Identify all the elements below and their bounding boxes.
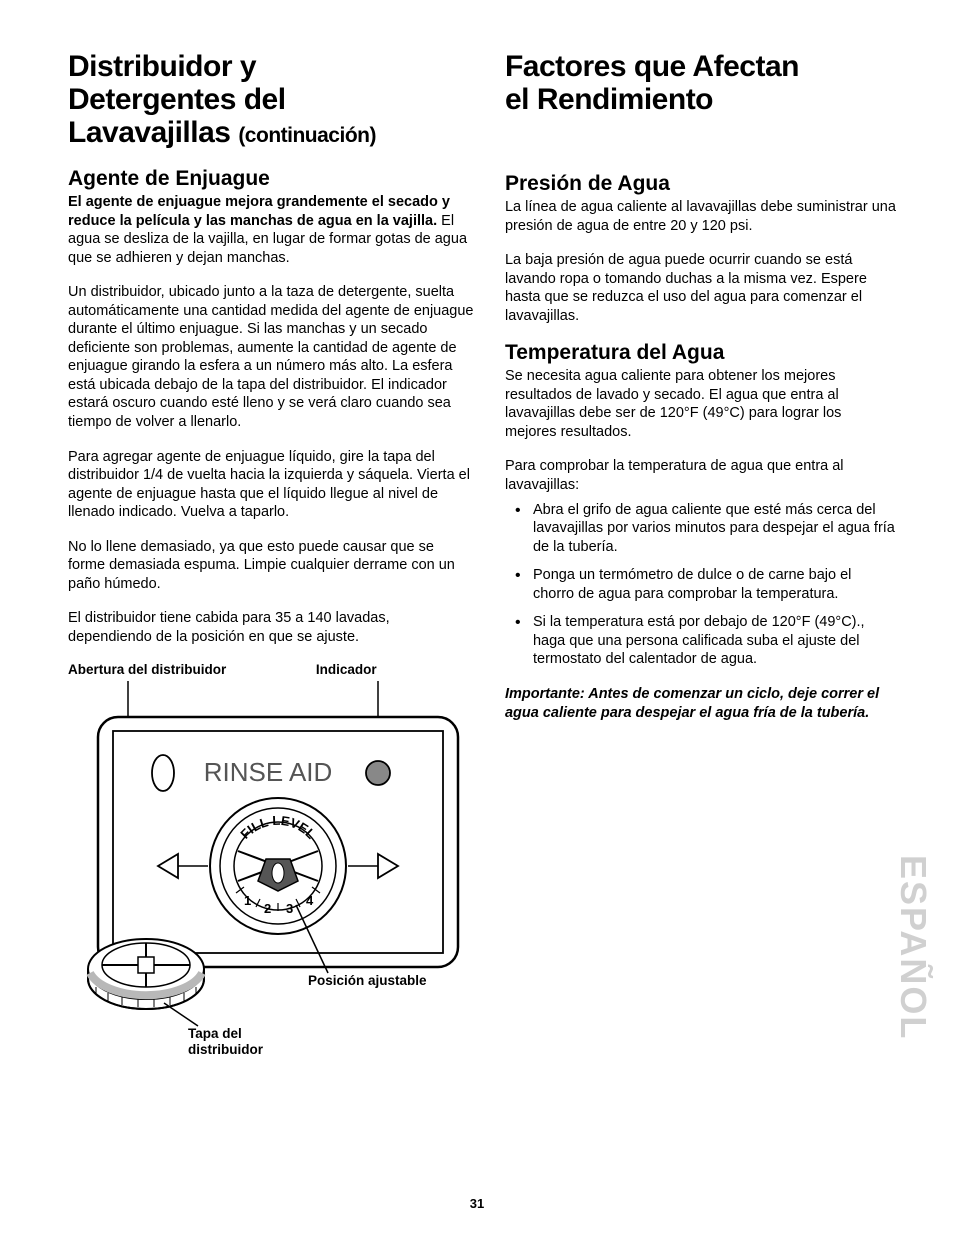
important-note: Importante: Antes de comenzar un ciclo, … (505, 685, 896, 723)
left-title: Distribuidor y Detergentes del Lavavajil… (68, 50, 475, 149)
lead-bold: El agente de enjuague mejora grandemente… (68, 194, 450, 229)
right-title: Factores que Afectan el Rendimiento (505, 50, 896, 116)
list-item: Abra el grifo de agua caliente que esté … (505, 501, 896, 557)
label-tapa-l2: distribuidor (188, 1042, 263, 1057)
paragraph: Un distribuidor, ubicado junto a la taza… (68, 283, 475, 431)
dial-num: 4 (306, 893, 314, 908)
list-item: Ponga un termómetro de dulce o de carne … (505, 566, 896, 603)
label-posicion: Posición ajustable (308, 973, 427, 988)
paragraph: El agente de enjuague mejora grandemente… (68, 193, 475, 267)
paragraph: La baja presión de agua puede ocurrir cu… (505, 251, 896, 325)
dial-num: 1 (244, 893, 251, 908)
section-heading-enjuague: Agente de Enjuague (68, 167, 475, 191)
title-sub: (continuación) (238, 124, 376, 147)
paragraph: El distribuidor tiene cabida para 35 a 1… (68, 609, 475, 646)
dial-num: 2 (264, 901, 271, 916)
label-tapa: Tapa del distribuidor (188, 1026, 263, 1057)
paragraph: No lo llene demasiado, ya que esto puede… (68, 538, 475, 594)
label-tapa-l1: Tapa del (188, 1026, 242, 1041)
language-tab: ESPAÑOL (892, 855, 934, 1040)
title-line: Factores que Afectan (505, 50, 799, 83)
page-content: Distribuidor y Detergentes del Lavavajil… (0, 0, 954, 1091)
paragraph: La línea de agua caliente al lavavajilla… (505, 198, 896, 235)
diagram-svg: RINSE AID FILL LEVEL 1 2 3 4 (68, 681, 468, 1051)
paragraph: Para agregar agente de enjuague líquido,… (68, 448, 475, 522)
title-line: Detergentes del (68, 83, 286, 116)
title-line: Distribuidor y (68, 50, 256, 83)
right-column: Factores que Afectan el Rendimiento Pres… (505, 50, 896, 1051)
title-line: Lavavajillas (68, 116, 230, 149)
paragraph: Se necesita agua caliente para obtener l… (505, 367, 896, 441)
dial-num: 3 (286, 901, 293, 916)
list-item: Si la temperatura está por debajo de 120… (505, 613, 896, 669)
rinse-aid-diagram: RINSE AID FILL LEVEL 1 2 3 4 (68, 681, 468, 1051)
left-column: Distribuidor y Detergentes del Lavavajil… (68, 50, 475, 1051)
panel-text: RINSE AID (204, 757, 333, 787)
section-heading-temperatura: Temperatura del Agua (505, 341, 896, 365)
page-number: 31 (0, 1196, 954, 1211)
bullet-list: Abra el grifo de agua caliente que esté … (505, 501, 896, 669)
title-line: el Rendimiento (505, 83, 713, 116)
label-indicador: Indicador (296, 662, 475, 677)
section-heading-presion: Presión de Agua (505, 172, 896, 196)
label-abertura: Abertura del distribuidor (68, 662, 296, 677)
diagram-top-labels: Abertura del distribuidor Indicador (68, 662, 475, 677)
paragraph: Para comprobar la temperatura de agua qu… (505, 457, 896, 494)
